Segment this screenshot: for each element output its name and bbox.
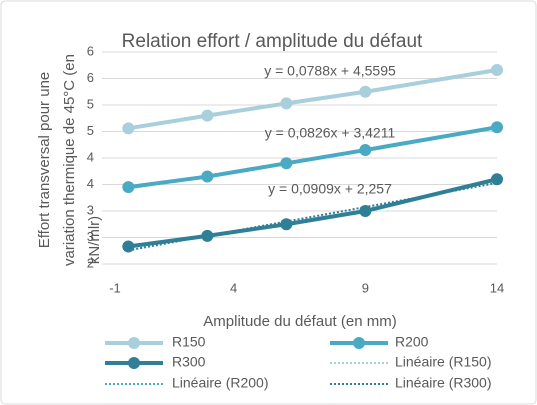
legend-label: R150 [172, 334, 206, 350]
annotation: y = 0,0826x + 3,4211 [265, 125, 396, 141]
marker [122, 240, 135, 253]
y-tick-label: 6 [87, 70, 94, 85]
trend-line [128, 126, 498, 190]
annotation: y = 0,0909x + 2,257 [268, 181, 392, 197]
y-tick-label: 5 [87, 123, 94, 138]
trend-line [128, 181, 498, 252]
legend-marker [128, 337, 140, 349]
y-axis-label: Effort transversal pour une [36, 72, 53, 248]
y-tick-label: 4 [87, 176, 94, 191]
y-tick-label: 4 [87, 149, 94, 164]
marker [491, 121, 503, 134]
x-axis-label: Amplitude du défaut (en mm) [203, 313, 396, 330]
marker [280, 97, 293, 110]
legend-label: Linéaire (R200) [172, 375, 269, 391]
marker [122, 181, 135, 194]
marker [201, 170, 214, 183]
y-tick-label: 6 [87, 43, 94, 58]
marker [491, 173, 503, 186]
chart-title: Relation effort / amplitude du défaut [122, 31, 423, 52]
marker [359, 85, 372, 98]
y-tick-label: 5 [87, 96, 94, 111]
y-tick-label: 3 [87, 202, 94, 217]
legend-label: R200 [395, 334, 429, 350]
legend-label: R300 [172, 354, 206, 370]
y-axis-label: variation thermique de 45°C (en [61, 54, 78, 266]
y-axis-label: kN/mlr) [86, 216, 103, 264]
legend-label: Linéaire (R150) [395, 354, 492, 370]
legend-label: Linéaire (R300) [395, 375, 492, 391]
y-tick-label: 2 [87, 255, 94, 270]
annotation: y = 0,0788x + 4,5595 [264, 63, 396, 79]
legend-marker [128, 357, 140, 369]
x-tick-label: -1 [109, 280, 121, 295]
legend-marker [353, 337, 365, 349]
trend-line [128, 68, 498, 130]
x-tick-label: 14 [490, 280, 504, 295]
x-tick-label: 4 [230, 280, 237, 295]
y-tick-label: 3 [87, 229, 94, 244]
x-tick-label: 9 [362, 280, 369, 295]
